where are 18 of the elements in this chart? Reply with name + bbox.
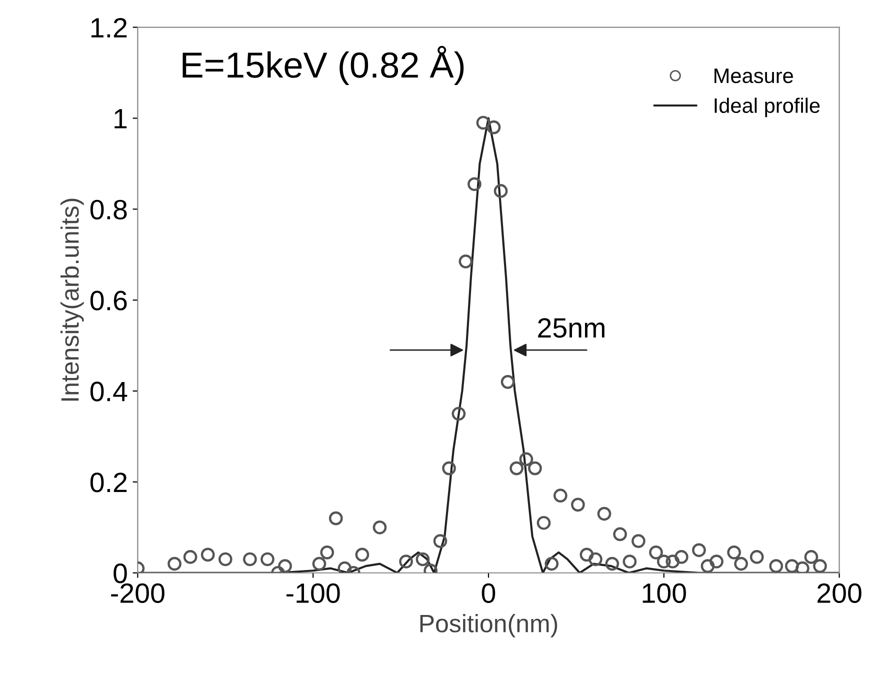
- y-tick-label: 0.8: [90, 200, 127, 220]
- legend-label: Measure: [714, 68, 793, 84]
- y-tick-label: 1: [114, 109, 127, 128]
- legend-label: Ideal profile: [714, 98, 820, 118]
- y-tick-label: 1.2: [91, 18, 127, 38]
- x-axis-title: Position(nm): [420, 614, 558, 638]
- annotation: 25nm: [538, 318, 604, 338]
- y-tick-label: 0.2: [90, 472, 127, 492]
- x-tick-label: -200: [111, 583, 164, 604]
- x-tick-label: 0: [482, 583, 496, 604]
- x-tick-label: 200: [818, 583, 862, 604]
- x-tick-label: -100: [286, 583, 340, 604]
- y-axis-title: Intensity(arb.units): [60, 198, 84, 401]
- y-tick-label: 0.6: [90, 290, 127, 310]
- y-tick-label: 0.4: [90, 382, 128, 402]
- y-tick-label: 0: [114, 564, 127, 584]
- annotation: E=15keV (0.82 Å): [182, 46, 464, 86]
- x-tick-label: 100: [642, 583, 686, 604]
